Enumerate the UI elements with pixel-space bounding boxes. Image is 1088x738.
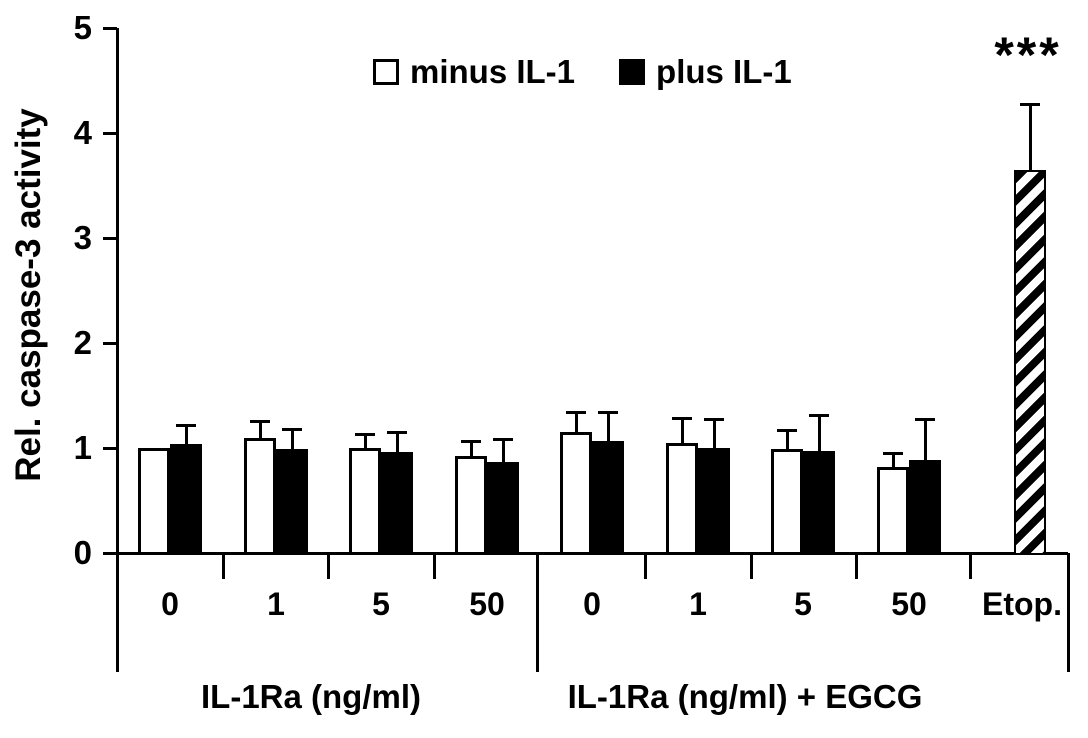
error-bar-stem (363, 434, 367, 448)
bar-plus-il1 (909, 459, 941, 555)
error-bar-cap (704, 418, 724, 422)
bar-minus-il1 (138, 448, 170, 555)
category-label: 5 (794, 586, 812, 622)
bar-minus-il1 (455, 456, 487, 555)
error-bar-stem (258, 421, 262, 438)
legend-label-plus-il1: plus IL-1 (656, 53, 792, 90)
error-bar-cap (387, 430, 407, 434)
category-tick (432, 553, 436, 579)
error-bar-cap (915, 418, 935, 422)
category-tick (221, 553, 225, 579)
error-bar-stem (923, 419, 927, 460)
error-bar-cap (461, 440, 481, 444)
category-tick (643, 553, 647, 579)
bar-minus-il1 (771, 449, 803, 555)
error-bar-stem (785, 430, 789, 450)
error-bar-stem (469, 441, 473, 457)
significance-stars: *** (994, 27, 1062, 83)
category-tick (326, 553, 330, 579)
error-bar-stem (606, 412, 610, 441)
y-tick (103, 131, 117, 135)
bar-minus-il1 (560, 432, 592, 555)
bar-plus-il1 (381, 452, 413, 555)
error-bar-cap (883, 451, 903, 455)
category-label: 1 (689, 586, 707, 622)
legend-swatch-plus-il1-icon (619, 58, 646, 85)
bar-plus-il1 (170, 443, 202, 555)
bar-minus-il1 (877, 466, 909, 555)
category-label: 50 (891, 586, 927, 622)
y-axis-line (115, 28, 119, 672)
y-tick-label: 0 (73, 534, 92, 571)
y-tick (103, 341, 117, 345)
error-bar-stem (290, 429, 294, 450)
bar-plus-il1 (276, 449, 308, 555)
category-label: 5 (372, 586, 390, 622)
error-bar-cap (250, 420, 270, 424)
error-bar-stem (184, 425, 188, 444)
error-bar-stem (712, 419, 716, 448)
category-tick (749, 553, 753, 579)
error-bar-cap (1020, 103, 1040, 107)
y-tick-label: 2 (73, 324, 92, 361)
y-tick-label: 5 (73, 9, 92, 46)
error-bar-cap (355, 432, 375, 436)
error-bar-stem (395, 432, 399, 453)
group-label-il1ra: IL-1Ra (ng/ml) (201, 678, 421, 715)
bar-minus-il1 (244, 437, 276, 555)
category-tick (968, 553, 972, 579)
error-bar-stem (501, 439, 505, 462)
error-bar-stem (817, 415, 821, 452)
category-label: 50 (469, 586, 505, 622)
category-label: 0 (583, 586, 601, 622)
bar-plus-il1 (487, 461, 519, 555)
bar-etoposide (1014, 169, 1046, 555)
error-bar-stem (680, 418, 684, 443)
y-tick-label: 4 (73, 114, 92, 151)
error-bar-cap (176, 424, 196, 428)
y-tick (103, 236, 117, 240)
group-divider (535, 553, 539, 672)
bar-plus-il1 (592, 440, 624, 555)
legend: minus IL-1 plus IL-1 (373, 55, 792, 88)
bar-plus-il1 (803, 451, 835, 555)
group-divider (1066, 553, 1070, 672)
legend-label-minus-il1: minus IL-1 (410, 53, 576, 90)
y-tick-label: 3 (73, 219, 92, 256)
error-bar-cap (777, 428, 797, 432)
error-bar-cap (566, 410, 586, 414)
error-bar-stem (1028, 104, 1032, 170)
category-label: 1 (267, 586, 285, 622)
y-tick (103, 446, 117, 450)
error-bar-cap (493, 438, 513, 442)
error-bar-cap (598, 410, 618, 414)
error-bar-cap (809, 413, 829, 417)
legend-swatch-minus-il1-icon (373, 58, 399, 85)
bar-minus-il1 (666, 442, 698, 555)
error-bar-cap (672, 417, 692, 421)
error-bar-stem (574, 412, 578, 433)
error-bar-stem (891, 453, 895, 467)
group-label-il1ra-egcg: IL-1Ra (ng/ml) + EGCG (567, 678, 923, 715)
category-label-etop: Etop. (982, 586, 1062, 622)
error-bar-cap (282, 427, 302, 431)
y-tick-label: 1 (73, 429, 92, 466)
bar-plus-il1 (698, 448, 730, 555)
y-tick (103, 26, 117, 30)
bar-minus-il1 (349, 448, 381, 555)
category-tick (854, 553, 858, 579)
category-label: 0 (161, 586, 179, 622)
